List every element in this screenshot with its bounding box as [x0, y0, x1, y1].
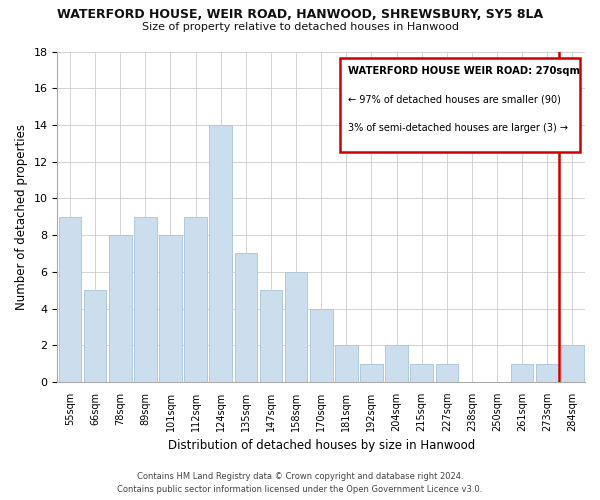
Text: WATERFORD HOUSE WEIR ROAD: 270sqm: WATERFORD HOUSE WEIR ROAD: 270sqm	[347, 66, 580, 76]
Bar	[335, 345, 358, 382]
Bar	[436, 364, 458, 382]
Text: WATERFORD HOUSE, WEIR ROAD, HANWOOD, SHREWSBURY, SY5 8LA: WATERFORD HOUSE, WEIR ROAD, HANWOOD, SHR…	[57, 8, 543, 20]
Bar	[536, 364, 559, 382]
Bar	[209, 125, 232, 382]
Bar	[310, 308, 332, 382]
Bar	[134, 216, 157, 382]
Bar	[260, 290, 282, 382]
Bar	[385, 345, 408, 382]
Text: Contains public sector information licensed under the Open Government Licence v3: Contains public sector information licen…	[118, 485, 482, 494]
Y-axis label: Number of detached properties: Number of detached properties	[15, 124, 28, 310]
Bar	[235, 254, 257, 382]
Bar	[561, 345, 584, 382]
Bar	[410, 364, 433, 382]
Bar	[511, 364, 533, 382]
Bar	[159, 235, 182, 382]
Bar	[360, 364, 383, 382]
Bar	[84, 290, 106, 382]
Text: 3% of semi-detached houses are larger (3) →: 3% of semi-detached houses are larger (3…	[347, 122, 568, 132]
X-axis label: Distribution of detached houses by size in Hanwood: Distribution of detached houses by size …	[167, 440, 475, 452]
Text: Contains HM Land Registry data © Crown copyright and database right 2024.: Contains HM Land Registry data © Crown c…	[137, 472, 463, 481]
Bar	[109, 235, 131, 382]
FancyBboxPatch shape	[340, 58, 580, 152]
Text: ← 97% of detached houses are smaller (90): ← 97% of detached houses are smaller (90…	[347, 94, 560, 104]
Bar	[59, 216, 81, 382]
Bar	[184, 216, 207, 382]
Text: Size of property relative to detached houses in Hanwood: Size of property relative to detached ho…	[142, 22, 458, 32]
Bar	[285, 272, 307, 382]
